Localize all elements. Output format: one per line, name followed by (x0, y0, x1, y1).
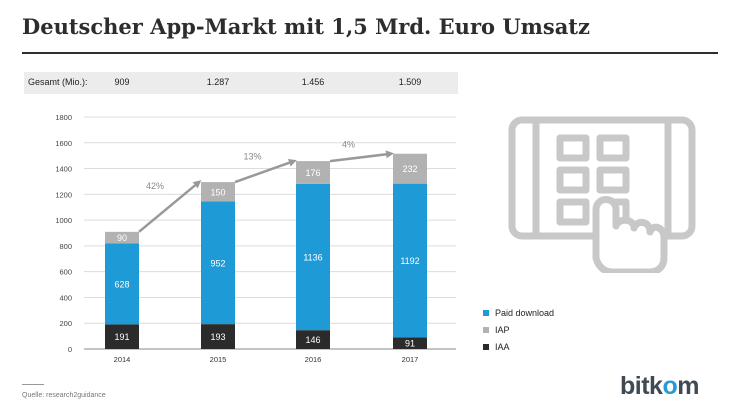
legend-item-iaa: IAA (483, 342, 510, 352)
logo-text-1: bitk (620, 372, 663, 400)
growth-label-1: 42% (146, 181, 164, 191)
bar-paid-download-2017 (393, 183, 427, 338)
y-tick-label-400: 400 (59, 293, 72, 302)
data-label-iaa-2014: 191 (114, 332, 129, 342)
x-tick-label-2017: 2017 (402, 355, 419, 364)
y-tick-label-600: 600 (59, 268, 72, 277)
data-label-iap-2015: 150 (210, 187, 225, 197)
data-label-paid-download-2015: 952 (210, 258, 225, 268)
y-tick-label-1400: 1400 (55, 165, 72, 174)
growth-arrow-3 (329, 150, 394, 163)
y-tick-label-1000: 1000 (55, 216, 72, 225)
title-divider (22, 52, 718, 54)
growth-arrow-2 (234, 158, 297, 184)
logo-text-accent: o (662, 372, 678, 400)
legend-item-iap: IAP (483, 325, 510, 335)
totals-band: Gesamt (Mio.): (24, 72, 458, 94)
total-2017: 1.509 (398, 77, 422, 87)
data-label-iaa-2016: 146 (305, 335, 320, 345)
bitkom-logo: bitkom (620, 372, 699, 401)
total-2015: 1.287 (206, 77, 230, 87)
data-label-iap-2014: 90 (117, 233, 127, 243)
y-tick-label-1200: 1200 (55, 190, 72, 199)
data-label-paid-download-2014: 628 (114, 279, 129, 289)
bar-iaa-2014 (105, 324, 139, 349)
source-divider (22, 384, 44, 385)
bar-paid-download-2016 (296, 183, 330, 331)
legend-swatch-iap (483, 326, 489, 333)
data-label-paid-download-2016: 1136 (303, 252, 322, 262)
bar-paid-download-2015 (201, 201, 235, 325)
y-tick-label-800: 800 (59, 242, 72, 251)
bar-iap-2015 (201, 182, 235, 202)
legend-label-paid-download: Paid download (495, 308, 555, 318)
x-tick-label-2014: 2014 (114, 355, 131, 364)
y-tick-label-0: 0 (68, 345, 72, 354)
legend-swatch-paid-download (483, 309, 489, 316)
bar-iaa-2015 (201, 324, 235, 349)
bar-iap-2014 (105, 231, 139, 244)
bar-paid-download-2014 (105, 243, 139, 325)
growth-label-3: 4% (342, 139, 355, 149)
logo-text-2: m (677, 372, 699, 400)
bar-iaa-2016 (296, 330, 330, 349)
data-label-iap-2017: 232 (402, 164, 417, 174)
legend-item-paid-download: Paid download (483, 308, 554, 318)
y-tick-label-1600: 1600 (55, 139, 72, 148)
data-label-iaa-2017: 91 (405, 339, 415, 349)
legend-label-iaa: IAA (495, 342, 510, 352)
bar-iaa-2017 (393, 337, 427, 349)
data-label-iaa-2015: 193 (210, 332, 225, 342)
growth-arrow-1 (138, 180, 202, 233)
page-title: Deutscher App-Markt mit 1,5 Mrd. Euro Um… (22, 14, 590, 39)
x-tick-label-2015: 2015 (210, 355, 227, 364)
bar-iap-2017 (393, 153, 427, 184)
total-2014: 909 (114, 77, 130, 87)
y-tick-label-200: 200 (59, 319, 72, 328)
data-label-iap-2016: 176 (305, 168, 320, 178)
legend-swatch-iaa (483, 343, 489, 350)
y-tick-label-1800: 1800 (55, 113, 72, 122)
tablet-touch-icon (508, 116, 696, 273)
x-tick-label-2016: 2016 (305, 355, 322, 364)
totals-label: Gesamt (Mio.): (28, 77, 88, 87)
bar-iap-2016 (296, 161, 330, 184)
total-2016: 1.456 (301, 77, 325, 87)
growth-label-2: 13% (243, 152, 261, 162)
data-label-paid-download-2017: 1192 (400, 256, 419, 266)
legend-label-iap: IAP (495, 325, 510, 335)
source-note: Quelle: research2guidance (22, 392, 106, 399)
